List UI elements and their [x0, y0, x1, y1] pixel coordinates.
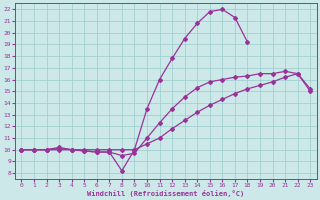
X-axis label: Windchill (Refroidissement éolien,°C): Windchill (Refroidissement éolien,°C)	[87, 190, 244, 197]
